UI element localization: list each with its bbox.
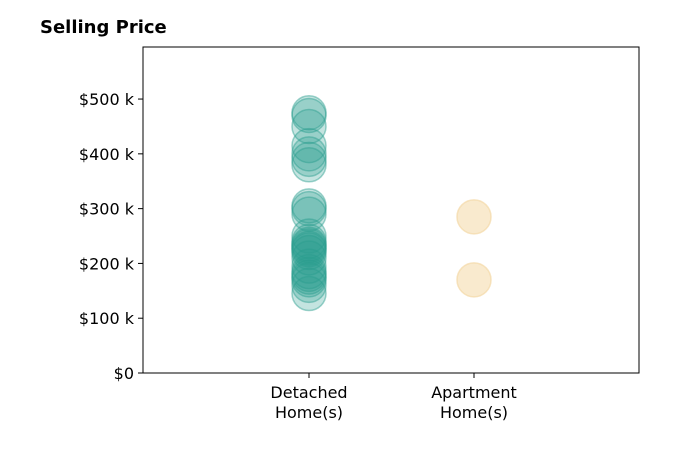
detached-home-point — [291, 108, 327, 145]
detached-home-point — [291, 141, 327, 178]
detached-home-point — [291, 228, 327, 264]
detached-home-point — [291, 94, 327, 131]
y-tick-label: $100 k — [79, 309, 135, 328]
detached-home-point — [291, 262, 327, 298]
y-tick-label: $300 k — [79, 200, 135, 219]
detached-home-point — [291, 218, 327, 254]
detached-home-point — [291, 136, 327, 172]
y-tick-label: $200 k — [79, 254, 135, 273]
x-axis: Detached Home(s) Apartment Home(s) — [270, 373, 517, 422]
chart-title: Selling Price — [40, 17, 167, 38]
detached-home-point — [291, 231, 327, 268]
y-tick-label: $0 — [114, 364, 134, 383]
detached-home-point — [291, 97, 327, 134]
y-tick-label: $500 k — [79, 90, 135, 109]
detached-home-point — [291, 127, 327, 164]
detached-home-point — [291, 234, 327, 271]
detached-home-point — [291, 267, 327, 304]
x-tick-label: Detached Home(s) — [270, 383, 347, 422]
detached-home-point — [291, 147, 327, 183]
detached-home-point — [291, 259, 327, 295]
detached-home-point — [291, 253, 327, 290]
detached-home-point — [291, 240, 327, 276]
y-axis: $0 $100 k $200 k $300 k $400 k $500 k — [79, 90, 143, 383]
apartment-home-point — [456, 199, 492, 235]
detached-home-point — [291, 190, 327, 227]
y-tick-label: $400 k — [79, 145, 135, 164]
plot-frame — [142, 46, 640, 374]
apartment-home-point — [456, 262, 492, 298]
x-tick-label: Apartment Home(s) — [431, 383, 517, 422]
detached-home-point — [291, 256, 327, 293]
detached-home-point — [291, 196, 327, 232]
detached-home-point — [291, 230, 327, 266]
detached-home-point — [291, 223, 327, 260]
data-points — [291, 94, 492, 312]
detached-home-point — [291, 188, 327, 224]
detached-home-point — [291, 226, 327, 262]
detached-home-point — [291, 275, 327, 312]
detached-home-point — [291, 248, 327, 284]
